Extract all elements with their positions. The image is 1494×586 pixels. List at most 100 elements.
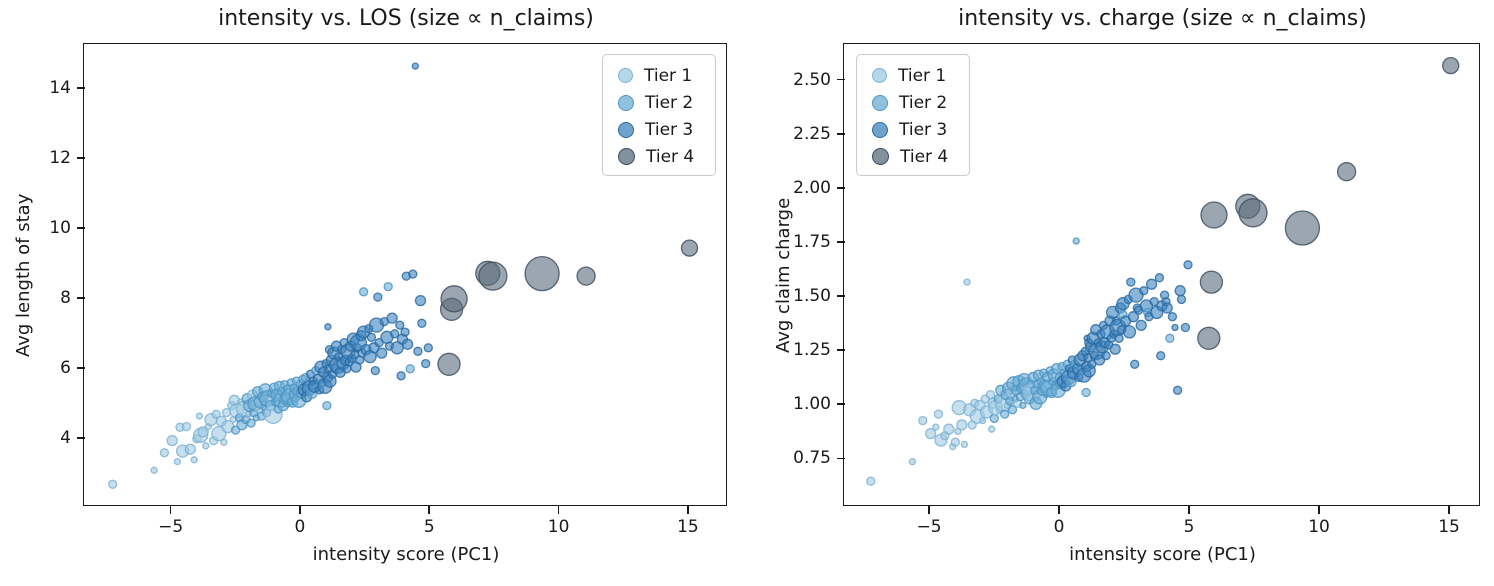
scatter-point-tier-1 bbox=[925, 428, 937, 440]
scatter-point-tier-3 bbox=[390, 329, 400, 339]
x-tick-mark bbox=[557, 506, 560, 514]
legend-marker-icon bbox=[618, 148, 635, 165]
scatter-point-tier-3 bbox=[402, 339, 414, 351]
scatter-point-tier-4 bbox=[1200, 270, 1224, 295]
scatter-point-tier-2 bbox=[405, 364, 416, 374]
scatter-point-tier-4 bbox=[1442, 57, 1460, 75]
y-tick-mark bbox=[837, 187, 845, 189]
scatter-point-tier-3 bbox=[1135, 320, 1148, 332]
scatter-point-tier-1 bbox=[174, 458, 182, 466]
scatter-point-tier-1 bbox=[979, 417, 987, 425]
legend-entry-tier-3: Tier 3 bbox=[857, 116, 969, 143]
scatter-point-tier-3 bbox=[1177, 295, 1187, 305]
y-tick-label: 8 bbox=[60, 288, 71, 309]
scatter-point-tier-2 bbox=[246, 418, 257, 429]
scatter-point-tier-3 bbox=[1161, 302, 1174, 315]
x-tick-mark bbox=[1188, 506, 1190, 514]
scatter-point-tier-3 bbox=[408, 269, 418, 280]
scatter-point-tier-2 bbox=[1072, 237, 1081, 246]
scatter-point-tier-3 bbox=[1155, 273, 1165, 283]
x-tick-label: 5 bbox=[423, 517, 435, 537]
scatter-point-tier-3 bbox=[367, 333, 377, 343]
scatter-point-tier-3 bbox=[1114, 334, 1125, 344]
y-tick-label: 1.75 bbox=[793, 231, 831, 252]
scatter-point-tier-4 bbox=[1285, 210, 1321, 247]
scatter-point-tier-3 bbox=[1181, 323, 1191, 333]
scatter-point-tier-2 bbox=[1008, 405, 1018, 415]
y-tick-label: 12 bbox=[49, 148, 71, 169]
x-tick-label: 10 bbox=[547, 517, 570, 537]
legend-label: Tier 2 bbox=[645, 92, 694, 113]
legend-label: Tier 2 bbox=[899, 92, 948, 113]
scatter-point-tier-3 bbox=[424, 343, 434, 353]
x-tick-label: 0 bbox=[1053, 517, 1065, 537]
legend-entry-tier-1: Tier 1 bbox=[857, 62, 969, 89]
x-tick-mark bbox=[428, 506, 431, 514]
scatter-point-tier-1 bbox=[918, 416, 928, 426]
scatter-point-tier-1 bbox=[986, 390, 996, 400]
scatter-point-tier-1 bbox=[956, 419, 968, 431]
scatter-point-tier-1 bbox=[202, 442, 210, 450]
scatter-point-tier-1 bbox=[196, 412, 204, 421]
x-tick-mark bbox=[687, 506, 689, 514]
scatter-point-tier-1 bbox=[211, 410, 222, 420]
y-tick-mark bbox=[837, 457, 845, 460]
y-tick-label: 6 bbox=[60, 358, 71, 379]
scatter-point-tier-3 bbox=[417, 319, 427, 329]
x-tick-label: −5 bbox=[158, 517, 184, 537]
y-tick-label: 4 bbox=[60, 428, 71, 449]
scatter-point-tier-2 bbox=[1081, 388, 1092, 398]
legend-entry-tier-4: Tier 4 bbox=[857, 143, 969, 170]
y-tick-mark bbox=[837, 241, 845, 243]
y-tick-mark bbox=[77, 227, 85, 229]
scatter-point-tier-1 bbox=[190, 456, 199, 464]
scatter-point-tier-1 bbox=[943, 423, 955, 436]
scatter-point-tier-4 bbox=[1200, 201, 1229, 230]
y-tick-mark bbox=[77, 297, 85, 299]
scatter-point-tier-2 bbox=[383, 282, 394, 292]
y-tick-mark bbox=[837, 78, 845, 81]
y-tick-label: 1.50 bbox=[793, 286, 831, 307]
scatter-point-tier-3 bbox=[1130, 360, 1140, 370]
scatter-point-tier-3 bbox=[386, 312, 399, 325]
scatter-point-tier-3 bbox=[1123, 325, 1137, 339]
scatter-point-tier-2 bbox=[990, 414, 1000, 424]
scatter-point-tier-1 bbox=[932, 423, 940, 432]
scatter-point-tier-4 bbox=[1337, 162, 1357, 182]
legend-label: Tier 1 bbox=[898, 65, 947, 86]
scatter-point-tier-1 bbox=[222, 408, 232, 418]
x-tick-mark bbox=[169, 506, 172, 514]
y-tick-label: 2.00 bbox=[793, 177, 831, 198]
scatter-point-tier-4 bbox=[1238, 198, 1269, 228]
y-axis-label-charge: Avg claim charge bbox=[773, 197, 794, 354]
y-tick-label: 1.25 bbox=[793, 340, 831, 361]
x-tick-label: −5 bbox=[916, 517, 942, 537]
scatter-point-tier-3 bbox=[1087, 360, 1097, 370]
legend-marker-icon bbox=[618, 68, 633, 83]
y-tick-label: 0.75 bbox=[793, 448, 831, 469]
scatter-point-tier-1 bbox=[182, 422, 192, 432]
scatter-point-tier-1 bbox=[160, 448, 170, 458]
scatter-point-tier-3 bbox=[415, 295, 427, 307]
legend-entry-tier-1: Tier 1 bbox=[603, 62, 715, 89]
scatter-point-tier-3 bbox=[1156, 351, 1166, 361]
scatter-point-tier-3 bbox=[421, 359, 431, 369]
x-tick-label: 5 bbox=[1183, 517, 1195, 537]
scatter-point-tier-3 bbox=[1174, 285, 1187, 297]
legend-marker-icon bbox=[872, 94, 888, 111]
legend-charge: Tier 1 Tier 2 Tier 3 Tier 4 bbox=[856, 54, 970, 176]
scatter-point-tier-3 bbox=[1109, 343, 1122, 356]
x-tick-mark bbox=[928, 506, 930, 514]
legend-entry-tier-4: Tier 4 bbox=[603, 143, 715, 170]
y-tick-mark bbox=[77, 87, 85, 89]
plot-area-los bbox=[83, 43, 728, 507]
legend-label: Tier 4 bbox=[646, 146, 695, 167]
legend-label: Tier 3 bbox=[899, 119, 948, 140]
scatter-point-tier-3 bbox=[373, 292, 383, 303]
scatter-point-tier-1 bbox=[934, 409, 944, 420]
scatter-point-tier-4 bbox=[681, 239, 699, 258]
scatter-point-tier-3 bbox=[324, 323, 332, 331]
y-tick-mark bbox=[837, 295, 845, 297]
scatter-point-tier-3 bbox=[1173, 386, 1183, 396]
